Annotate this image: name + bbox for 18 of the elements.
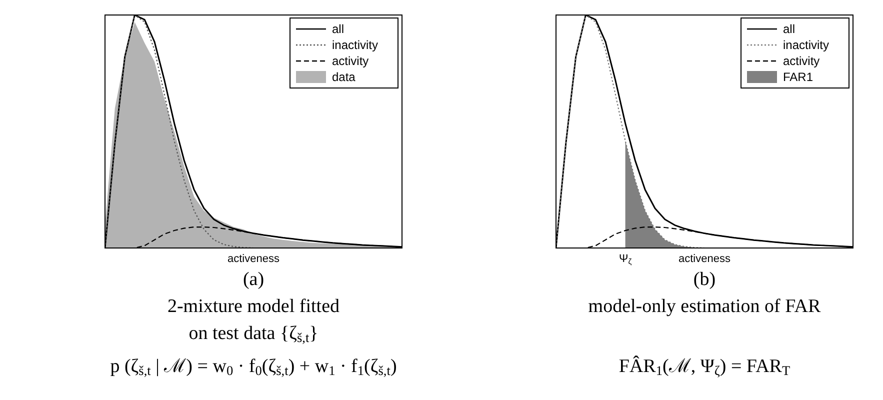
legend-label: all xyxy=(332,22,344,36)
legend-label: all xyxy=(783,22,796,36)
legend-label: activity xyxy=(332,54,369,68)
x-axis-title: activeness xyxy=(678,253,731,265)
legend-label: FAR1 xyxy=(783,70,814,84)
legend-label: data xyxy=(332,70,356,84)
annotation: Ψ$_{ζ}$ xyxy=(619,253,632,266)
text: (a) xyxy=(242,269,264,290)
text: p (ζ$_{š,t}$ | ℳ) = w$_{0}$ · f$_{0}$(ζ$_{š,t}$) + w$_{1}$ · f$_{1}$(ζ$_{š,t}$) xyxy=(110,356,397,378)
text: (b) xyxy=(693,269,716,290)
text: model-only estimation of FAR xyxy=(588,296,822,317)
x-axis-title: activeness xyxy=(228,253,280,265)
text: FÂR$_{1}$(ℳ, Ψ$_{ζ}$) = FAR$_{T}$ xyxy=(618,355,790,378)
text: on test data {ζ$_{š,t}$} xyxy=(188,323,318,346)
legend-label: activity xyxy=(783,54,820,68)
legend-label: inactivity xyxy=(783,38,830,52)
text: 2-mixture model fitted xyxy=(167,296,340,317)
legend-label: inactivity xyxy=(332,38,378,52)
